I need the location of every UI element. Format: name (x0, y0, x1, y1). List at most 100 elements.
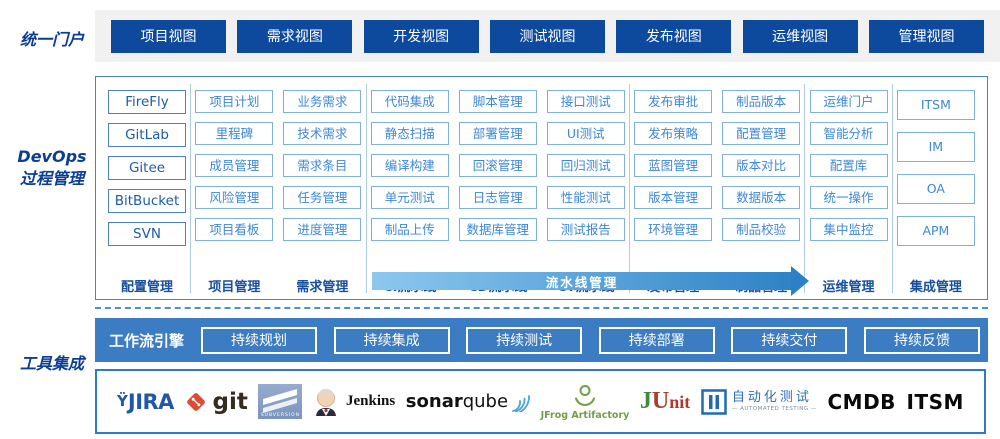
sonarqube-logo-text-light: qube (462, 391, 509, 412)
process-group: 运维门户 智能分析 配置库 统一操作 集中监控 运维管理 (809, 90, 888, 295)
portal-view-button[interactable]: 发布视图 (616, 19, 732, 53)
portal-view-button[interactable]: 项目视图 (111, 19, 226, 53)
feature-box: 回归测试 (546, 154, 625, 177)
feature-box: 项目计划 (195, 90, 274, 113)
junit-logo-j: J (639, 388, 652, 414)
git-icon (186, 392, 205, 411)
column-label: 需求管理 (296, 280, 349, 295)
dashed-divider (95, 307, 988, 309)
jira-logo: ΫJIRA (117, 390, 174, 414)
jenkins-butler-icon (316, 388, 337, 416)
column-label: 配置管理 (120, 280, 173, 295)
workflow-engine-label: 工作流引擎 (109, 331, 185, 350)
process-column: 项目计划 里程碑 成员管理 风险管理 项目看板 项目管理 (195, 90, 274, 295)
feature-box: 性能测试 (546, 186, 625, 209)
junit-logo: JUnit (640, 388, 690, 415)
workflow-stage-button[interactable]: 持续集成 (333, 326, 450, 354)
process-column: 业务需求 技术需求 需求条目 任务管理 进度管理 需求管理 (283, 90, 362, 295)
feature-box: SVN (108, 222, 186, 246)
process-group: FireFly GitLab Gitee BitBucket SVN 配置管理 (108, 90, 186, 295)
feature-box: 日志管理 (458, 186, 537, 209)
process-column: 发布审批发布策略蓝图管理版本管理环境管理发布管理 (634, 90, 713, 295)
feature-box: IM (896, 132, 975, 162)
workflow-stage-button[interactable]: 持续交付 (731, 326, 848, 354)
portal-view-button[interactable]: 运维视图 (742, 19, 858, 53)
feature-box: 版本管理 (634, 186, 713, 209)
process-column: 接口测试UI测试回归测试性能测试测试报告CT流水线 (546, 90, 625, 295)
feature-box: 数据版本 (722, 186, 801, 209)
sonarqube-logo-text-bold: sonar (405, 391, 463, 412)
feature-box: BitBucket (108, 189, 186, 213)
jenkins-logo-text: Jenkins (346, 393, 396, 409)
column-label: 项目管理 (208, 280, 261, 295)
group-divider (804, 84, 806, 293)
devops-label-line1: DevOps (17, 147, 87, 166)
feature-box: 任务管理 (283, 186, 362, 209)
feature-box: 配置管理 (722, 122, 801, 145)
pipeline-arrow-label: 流水线管理 (545, 274, 619, 290)
feature-box: 智能分析 (809, 122, 888, 145)
sonarqube-logo: sonarqube (406, 391, 530, 412)
junit-logo-u: U (651, 388, 670, 414)
feature-box: 风险管理 (195, 186, 274, 209)
automated-testing-icon (701, 388, 727, 415)
portal-view-button[interactable]: 开发视图 (363, 19, 479, 53)
itsm-logo: ITSM (907, 390, 964, 414)
feature-box: FireFly (108, 90, 186, 114)
process-group: 代码集成静态扫描编译构建单元测试制品上传CI流水线脚本管理部署管理回滚管理日志管… (370, 90, 625, 295)
feature-box: 里程碑 (195, 122, 274, 145)
section-label-unified-portal: 统一门户 (19, 30, 84, 49)
portal-view-strip: 项目视图 需求视图 开发视图 测试视图 发布视图 运维视图 管理视图 (95, 10, 1000, 62)
jira-mark-icon: Ϋ (117, 391, 128, 410)
process-column: FireFly GitLab Gitee BitBucket SVN 配置管理 (108, 90, 186, 295)
automated-testing-logo-text: 自动化测试 (731, 390, 812, 406)
feature-box: 制品校验 (722, 218, 801, 241)
feature-box: 需求条目 (283, 154, 362, 177)
group-divider (365, 84, 367, 293)
workflow-engine-bar: 工作流引擎 持续规划 持续集成 持续测试 持续部署 持续交付 持续反馈 (95, 318, 988, 362)
subversion-icon: SUBVERSION (258, 384, 303, 419)
group-divider (628, 84, 630, 293)
subversion-logo: SUBVERSION (258, 384, 303, 419)
process-group: 项目计划 里程碑 成员管理 风险管理 项目看板 项目管理 业务需求 技术需求 需求条目 任务管理进… (195, 90, 362, 295)
workflow-stage-button[interactable]: 持续反馈 (863, 326, 980, 354)
feature-box: 版本对比 (722, 154, 801, 177)
process-column: 脚本管理部署管理回滚管理日志管理数据库管理CD流水线 (458, 90, 537, 295)
feature-box: 测试报告 (546, 218, 625, 241)
pipeline-arrow: 流水线管理 (372, 266, 809, 296)
feature-box: 进度管理 (283, 218, 362, 241)
feature-box: 蓝图管理 (634, 154, 713, 177)
feature-box: GitLab (108, 123, 186, 147)
group-divider (190, 84, 192, 293)
section-label-devops-process: DevOps 过程管理 (8, 146, 96, 189)
feature-box: OA (896, 174, 975, 204)
feature-box: 代码集成 (370, 90, 449, 113)
feature-box: 编译构建 (370, 154, 449, 177)
portal-view-button[interactable]: 管理视图 (868, 19, 984, 53)
portal-view-button[interactable]: 需求视图 (237, 19, 353, 53)
process-group: ITSM IM OA APM 集成管理 (896, 90, 975, 295)
portal-view-button[interactable]: 测试视图 (489, 19, 605, 53)
workflow-stages: 持续规划 持续集成 持续测试 持续部署 持续交付 持续反馈 (201, 326, 980, 354)
feature-box: 制品上传 (370, 218, 449, 241)
process-column: 代码集成静态扫描编译构建单元测试制品上传CI流水线 (370, 90, 449, 295)
jfrog-artifactory-logo: JFrog Artifactory (541, 383, 629, 421)
jira-logo-text: JIRA (127, 389, 175, 414)
tool-logos-strip: ΫJIRA git SUBVERSION (95, 369, 986, 434)
workflow-stage-button[interactable]: 持续规划 (201, 326, 317, 354)
feature-box: 接口测试 (546, 90, 625, 113)
feature-box: 发布策略 (634, 122, 713, 145)
itsm-logo-text: ITSM (906, 389, 964, 414)
workflow-stage-button[interactable]: 持续部署 (598, 326, 715, 354)
junit-logo-nit: nit (669, 392, 691, 412)
process-management-panel: FireFly GitLab Gitee BitBucket SVN 配置管理 项目计划 里程… (95, 76, 988, 300)
feature-box: 业务需求 (283, 90, 362, 113)
jenkins-logo: Jenkins (313, 387, 395, 417)
subversion-logo-text: SUBVERSION (260, 413, 301, 418)
workflow-stage-button[interactable]: 持续测试 (466, 326, 583, 354)
jfrog-artifactory-icon (574, 384, 595, 406)
git-logo: git (185, 389, 248, 415)
process-column: 运维门户 智能分析 配置库 统一操作 集中监控 运维管理 (809, 90, 888, 295)
feature-box: 环境管理 (634, 218, 713, 241)
column-label: 集成管理 (909, 280, 962, 295)
